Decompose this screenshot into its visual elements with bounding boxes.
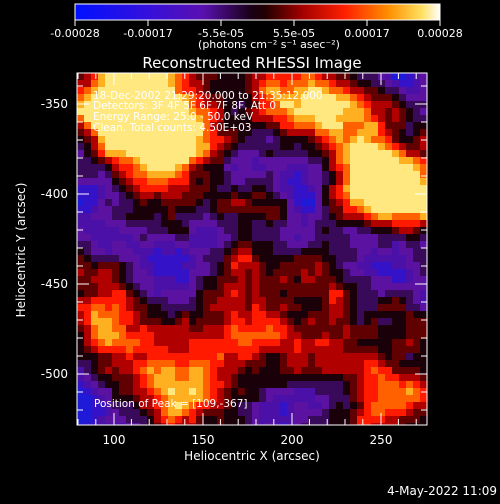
plot-title: Reconstructed RHESSI Image — [142, 54, 361, 72]
x-tick-label: 250 — [370, 433, 393, 447]
x-tick-label: 100 — [103, 433, 126, 447]
date-stamp: 4-May-2022 11:09 — [387, 484, 497, 498]
x-tick-labels: 100 150 200 250 — [103, 433, 393, 447]
colorbar-units-label: (photons cm⁻² s⁻¹ asec⁻²) — [198, 38, 340, 51]
y-tick-label: -500 — [41, 367, 68, 381]
colorbar-tick-label: 0.00017 — [344, 27, 390, 40]
colorbar-tick-label: -5.5e-05 — [198, 27, 244, 40]
y-tick-label: -450 — [41, 277, 68, 291]
colorbar: -0.00028 -0.00017 -5.5e-05 5.5e-05 0.00017 0.… — [50, 3, 463, 51]
info-line-detectors: Detectors: 3F 4F 5F 6F 7F 8F, Att 0 — [93, 100, 276, 112]
x-tick-label: 200 — [281, 433, 304, 447]
y-tick-label: -350 — [41, 97, 68, 111]
x-axis-label: Heliocentric X (arcsec) — [184, 449, 320, 463]
info-line-counts: Clean. Total counts: 4.50E+03 — [93, 122, 251, 134]
colorbar-gradient — [74, 3, 441, 21]
y-tick-labels: -350 -400 -450 -500 — [41, 97, 68, 381]
image-area: 18-Dec-2002 21:29:20.000 to 21:35:12.000… — [76, 72, 428, 426]
info-text: 18-Dec-2002 21:29:20.000 to 21:35:12.000… — [93, 90, 323, 134]
y-tick-label: -400 — [41, 187, 68, 201]
info-line-time: 18-Dec-2002 21:29:20.000 to 21:35:12.000 — [93, 90, 323, 102]
x-tick-label: 150 — [192, 433, 215, 447]
colorbar-tick-label: -0.00028 — [50, 27, 99, 40]
colorbar-tick-label: 0.00028 — [417, 27, 463, 40]
colorbar-tick-label: 5.5e-05 — [273, 27, 315, 40]
axis-ticks — [77, 73, 427, 425]
peak-position-label: Position of Peak = [109,-367] — [94, 398, 248, 410]
info-line-energy: Energy Range: 25.0 - 50.0 keV — [93, 111, 254, 123]
colorbar-ticks: -0.00028 -0.00017 -5.5e-05 5.5e-05 0.00017 0.… — [50, 20, 463, 40]
reconstructed-image — [77, 73, 427, 425]
y-axis-label: Heliocentric Y (arcsec) — [14, 183, 28, 318]
colorbar-tick-label: -0.00017 — [123, 27, 172, 40]
plot-frame — [76, 72, 428, 426]
